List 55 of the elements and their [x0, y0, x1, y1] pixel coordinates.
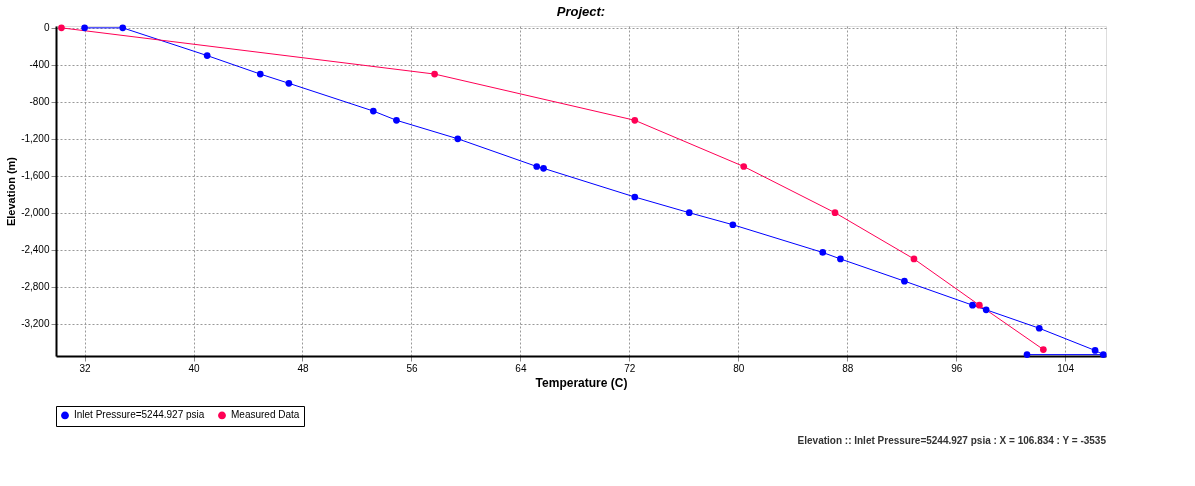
y-tick-label: -2,400	[21, 244, 50, 256]
x-tick-label: 80	[733, 362, 745, 374]
point	[58, 24, 65, 32]
point	[203, 52, 211, 59]
point	[631, 193, 639, 201]
point	[454, 135, 462, 143]
point	[819, 249, 827, 256]
point	[901, 277, 908, 285]
point	[837, 255, 844, 263]
x-axis-title: Temperature (C)	[535, 375, 628, 390]
point	[533, 163, 541, 170]
legend-label: Measured Data	[231, 409, 300, 421]
point	[1099, 351, 1107, 358]
point	[631, 116, 639, 124]
y-tick-label: -2,800	[21, 281, 50, 293]
point	[369, 107, 377, 115]
point	[393, 116, 400, 124]
point	[285, 79, 293, 87]
y-axis-title: Elevation (m)	[5, 156, 18, 227]
x-tick-label: 88	[842, 362, 854, 374]
y-tick-label: -2,000	[21, 207, 50, 219]
x-tick-label: 32	[79, 362, 92, 374]
x-tick-label: 40	[188, 362, 201, 374]
chart-title: Project:	[556, 3, 606, 19]
text: Elevation :: Inlet Pressure=5244.927 psia : X = 106.834 : Y = -3535	[797, 435, 1107, 446]
y-tick-label: -800	[29, 96, 50, 108]
x-tick-label: 56	[406, 362, 418, 374]
point	[969, 301, 976, 309]
point	[982, 306, 990, 314]
x-tick-label: 104	[1057, 362, 1075, 374]
y-tick-label: -1,200	[21, 133, 50, 145]
point	[1035, 324, 1043, 332]
point	[540, 165, 547, 172]
point	[729, 221, 737, 229]
point	[975, 301, 983, 309]
point	[256, 70, 264, 78]
y-tick-label: -3,200	[21, 318, 50, 330]
point	[1040, 346, 1047, 353]
point	[910, 255, 918, 263]
y-tick-label: -400	[29, 59, 50, 71]
point	[740, 163, 748, 170]
x-tick-label: 96	[951, 362, 963, 374]
point	[431, 70, 438, 78]
legend-label: Inlet Pressure=5244.927 psia	[74, 409, 205, 421]
x-tick-label: 64	[515, 362, 527, 374]
point	[685, 209, 693, 217]
point	[119, 24, 127, 32]
point	[81, 24, 88, 32]
point	[1091, 347, 1099, 354]
x-tick-label: 72	[624, 362, 636, 374]
y-tick-label: -1,600	[21, 170, 50, 182]
point	[831, 209, 839, 217]
x-tick-label: 48	[297, 362, 309, 374]
point	[1023, 351, 1031, 358]
y-tick-label: 0	[43, 22, 50, 34]
